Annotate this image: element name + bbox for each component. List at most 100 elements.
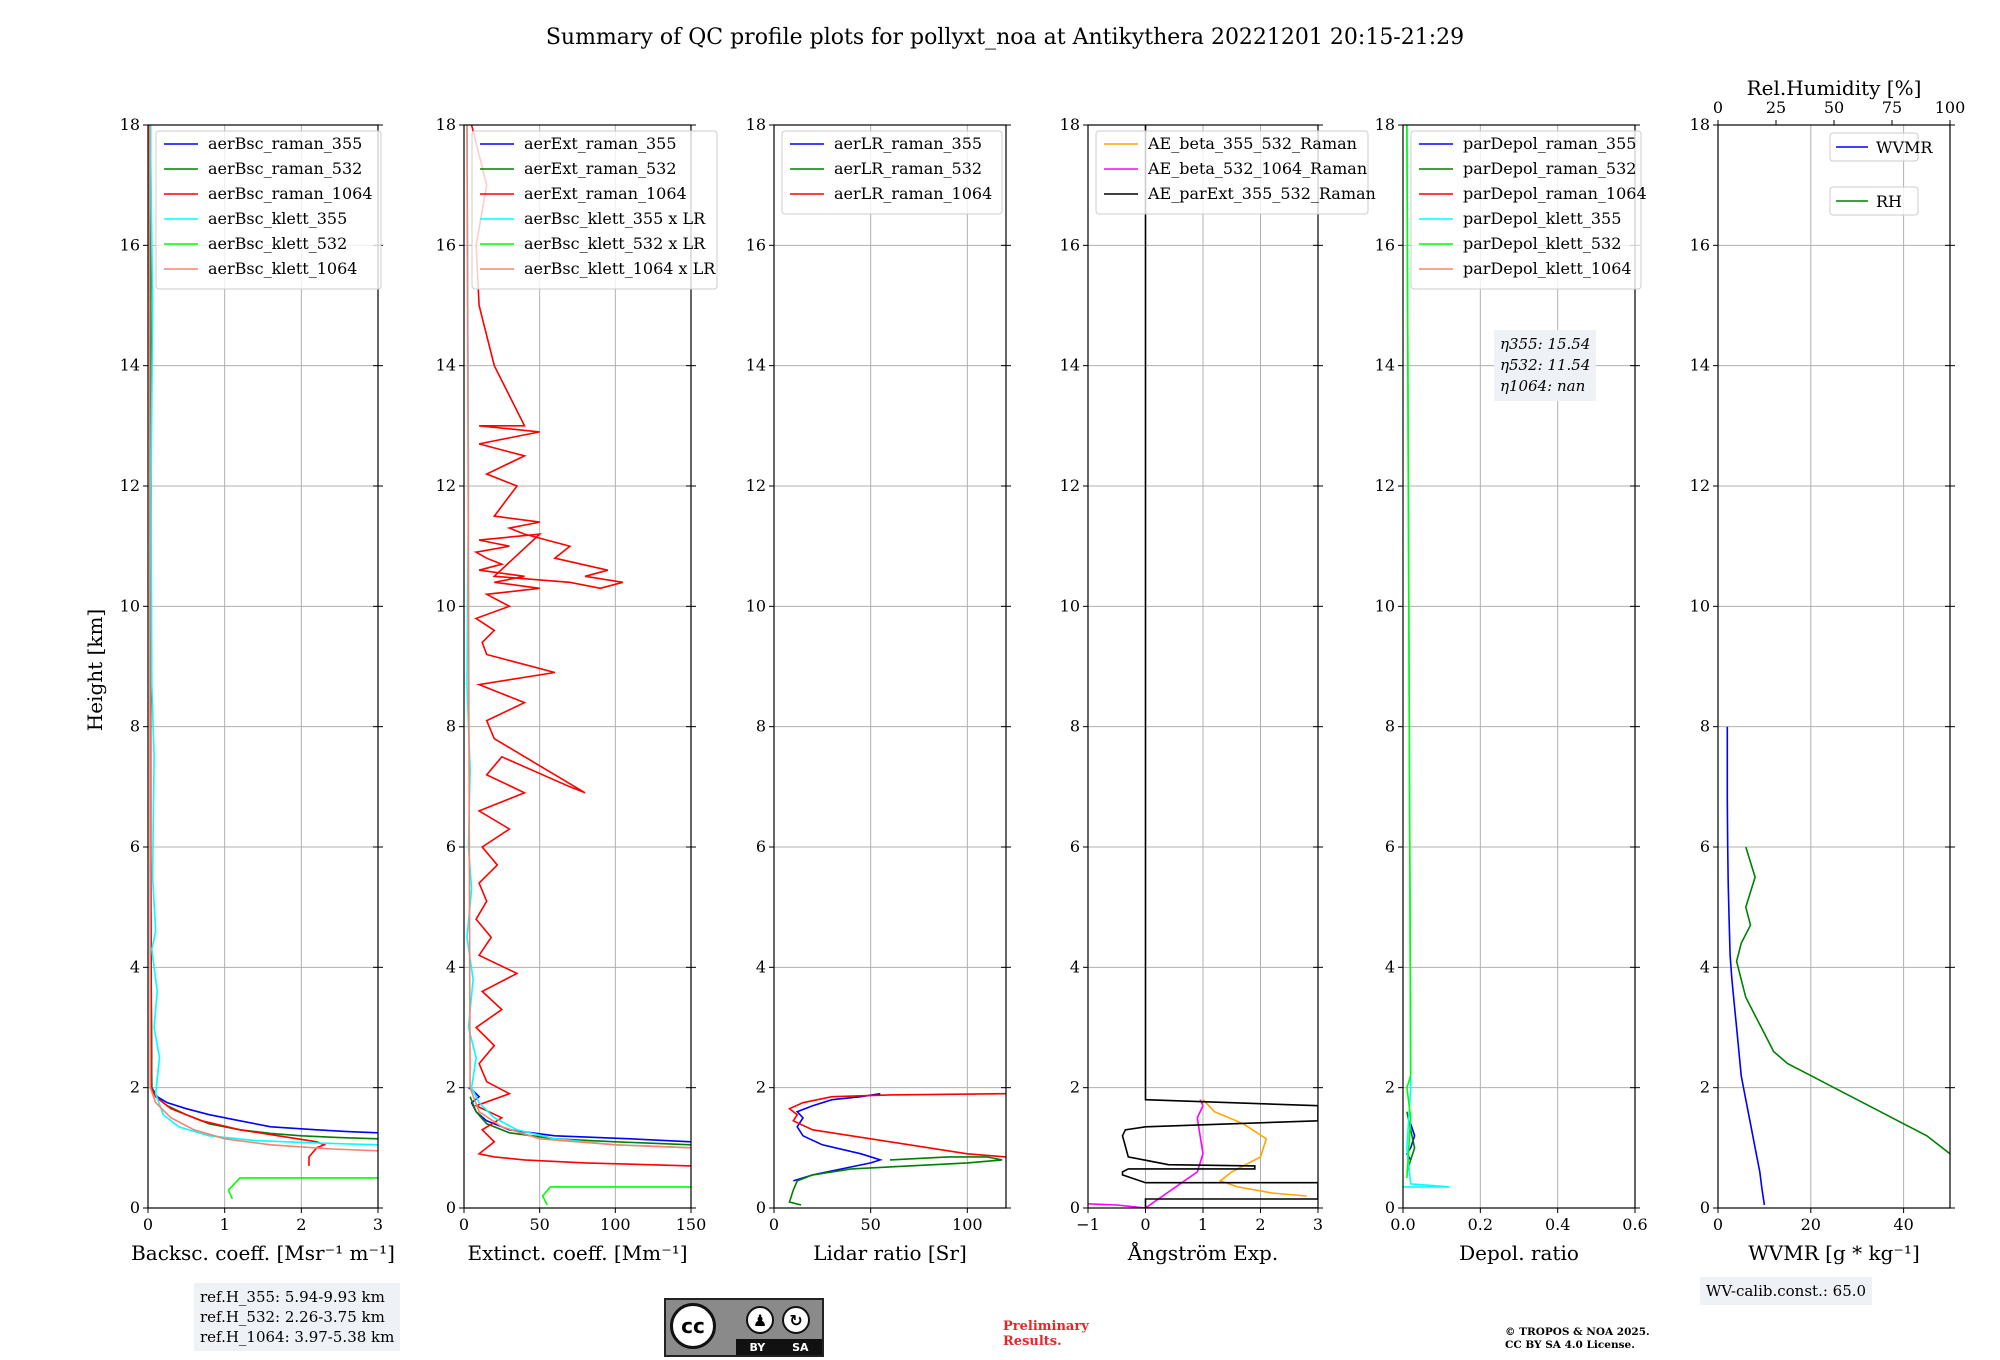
y-tick-label: 18 — [1375, 115, 1395, 134]
series-RH — [1735, 846, 1950, 1155]
legend-label: aerBsc_klett_532 — [208, 234, 347, 253]
x-tick-label: 40 — [1893, 1215, 1913, 1234]
series-AE_beta_355_532_Raman — [1202, 1099, 1307, 1197]
panel-4: 0.0 0.2 0.4 0.6 0 2 4 6 8 10 12 14 16 18 Depol. ratio p… — [1375, 115, 1648, 1265]
ref-height-355: ref.H_355: 5.94-9.93 km — [200, 1288, 385, 1306]
y-tick-label: 10 — [1690, 596, 1710, 615]
top-x-axis-label: Rel.Humidity [%] — [1747, 76, 1922, 100]
y-tick-label: 18 — [1060, 115, 1080, 134]
series-group — [1403, 125, 1450, 1188]
y-tick-label: 16 — [1690, 235, 1710, 254]
x-tick-label: 0.0 — [1390, 1215, 1415, 1234]
y-tick-label: 18 — [120, 115, 140, 134]
x-tick-label: 20 — [1801, 1215, 1821, 1234]
y-tick-label: 16 — [436, 235, 456, 254]
legend-label: AE_beta_532_1064_Raman — [1147, 159, 1367, 178]
y-tick-label: 18 — [436, 115, 456, 134]
top-x-tick-label: 100 — [1935, 98, 1966, 117]
series-AE_parExt_355_532_Raman — [1121, 125, 1318, 1208]
x-tick-label: 150 — [676, 1215, 707, 1234]
legend-label: parDepol_klett_355 — [1463, 209, 1621, 228]
series-aerBsc_klett_1064 x LR — [466, 125, 691, 1149]
legend-label: AE_beta_355_532_Raman — [1147, 134, 1357, 153]
copyright-line2: CC BY SA 4.0 License. — [1505, 1339, 1635, 1351]
y-tick-label: 10 — [1060, 596, 1080, 615]
series-group — [466, 125, 691, 1206]
y-tick-label: 16 — [1375, 235, 1395, 254]
panel-2: 0 50 100 0 2 4 6 8 10 12 14 16 18 Lidar ratio [Sr] aer… — [746, 115, 1011, 1265]
y-tick-label: 0 — [1700, 1198, 1710, 1217]
legend-label: aerLR_raman_532 — [834, 159, 982, 178]
y-tick-label: 10 — [436, 596, 456, 615]
x-tick-label: 100 — [952, 1215, 983, 1234]
x-tick-label: 0 — [1140, 1215, 1150, 1234]
series-group — [1088, 125, 1318, 1208]
y-tick-label: 12 — [1690, 476, 1710, 495]
y-tick-label: 8 — [756, 717, 766, 736]
y-tick-label: 12 — [1060, 476, 1080, 495]
series-parDepol_klett_532 — [1406, 125, 1412, 1178]
series-aerBsc_klett_1064 — [148, 125, 378, 1152]
y-tick-label: 8 — [1385, 717, 1395, 736]
x-tick-label: 50 — [529, 1215, 549, 1234]
ref-height-box: ref.H_355: 5.94-9.93 km ref.H_532: 2.26-… — [194, 1283, 401, 1351]
legend-box — [1829, 186, 1919, 216]
legend-label: parDepol_klett_532 — [1463, 234, 1621, 253]
legend-label: AE_parExt_355_532_Raman — [1147, 184, 1376, 203]
y-tick-label: 14 — [436, 356, 456, 375]
x-tick-label: 0 — [459, 1215, 469, 1234]
ref-height-1064: ref.H_1064: 3.97-5.38 km — [200, 1328, 395, 1346]
y-tick-label: 12 — [1375, 476, 1395, 495]
x-tick-label: 0 — [769, 1215, 779, 1234]
panel-5: 0 20 40 0 2 4 6 8 10 12 14 16 18 WVMR [g * kg⁻¹] 0 25 50… — [1690, 76, 1966, 1265]
series-AE_beta_532_1064_Raman — [1088, 1099, 1204, 1208]
x-tick-label: 1 — [1198, 1215, 1208, 1234]
legend-box — [781, 130, 1003, 215]
y-tick-label: 14 — [746, 356, 766, 375]
cc-logo-icon: cc — [670, 1303, 716, 1349]
cc-badge-bar: BY SA — [736, 1339, 822, 1355]
top-x-tick-label: 0 — [1713, 98, 1723, 117]
series-aerExt_raman_355 — [468, 1087, 691, 1143]
series-group — [787, 1092, 1006, 1206]
x-axis-label: WVMR [g * kg⁻¹] — [1748, 1241, 1920, 1265]
y-tick-label: 16 — [1060, 235, 1080, 254]
y-tick-label: 14 — [1060, 356, 1080, 375]
y-tick-label: 14 — [1690, 356, 1710, 375]
legend-label: parDepol_raman_355 — [1463, 134, 1636, 153]
ref-height-532: ref.H_532: 2.26-3.75 km — [200, 1308, 385, 1326]
y-tick-label: 0 — [1385, 1198, 1395, 1217]
x-axis-label: Extinct. coeff. [Mm⁻¹] — [467, 1241, 687, 1265]
legend-label: aerExt_raman_532 — [524, 159, 677, 178]
y-tick-label: 0 — [1070, 1198, 1080, 1217]
attribution-person-icon: ♟ — [746, 1306, 774, 1334]
x-tick-label: 50 — [860, 1215, 880, 1234]
legend-label: aerBsc_raman_355 — [208, 134, 362, 153]
y-tick-label: 2 — [1070, 1078, 1080, 1097]
legend-label: aerBsc_klett_1064 x LR — [524, 259, 716, 278]
y-tick-label: 8 — [130, 717, 140, 736]
y-tick-label: 4 — [1385, 957, 1395, 976]
y-tick-label: 4 — [446, 957, 456, 976]
x-tick-label: 0.6 — [1622, 1215, 1647, 1234]
y-tick-label: 18 — [746, 115, 766, 134]
y-axis-label: Height [km] — [83, 609, 107, 731]
y-tick-label: 10 — [120, 596, 140, 615]
eta-355: η355: 15.54 — [1500, 335, 1591, 353]
cc-sa-label: SA — [792, 1340, 809, 1354]
series-aerExt_raman_532 — [469, 1096, 691, 1146]
legend-label: aerBsc_klett_355 — [208, 209, 347, 228]
copyright-line1: © TROPOS & NOA 2025. — [1505, 1326, 1650, 1338]
x-axis-label: Depol. ratio — [1459, 1241, 1579, 1265]
top-x-tick-label: 50 — [1824, 98, 1844, 117]
legend-label: parDepol_raman_532 — [1463, 159, 1636, 178]
y-tick-label: 18 — [1690, 115, 1710, 134]
cc-license-badge: cc ♟ ↻ BY SA — [664, 1298, 824, 1357]
y-tick-label: 12 — [746, 476, 766, 495]
legend-box — [1829, 132, 1919, 162]
y-tick-label: 12 — [120, 476, 140, 495]
axes-frame — [773, 124, 1007, 1209]
y-tick-label: 16 — [746, 235, 766, 254]
